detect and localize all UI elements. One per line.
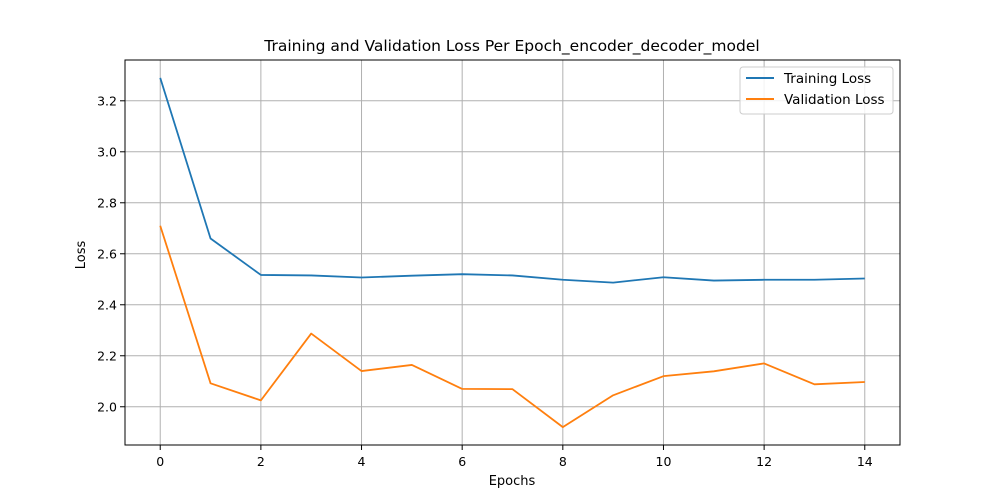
x-axis-label: Epochs bbox=[489, 474, 536, 489]
series-line-training-loss bbox=[159, 77, 865, 284]
y-tick-label: 2.8 bbox=[97, 195, 117, 210]
y-axis-label: Loss bbox=[74, 241, 89, 270]
y-tick-label: 3.2 bbox=[97, 93, 117, 108]
legend-label-training: Training Loss bbox=[783, 71, 871, 87]
y-tick-label: 3.0 bbox=[97, 144, 117, 159]
y-tick-label: 2.2 bbox=[97, 348, 117, 363]
legend-label-validation: Validation Loss bbox=[784, 92, 885, 108]
x-tick-label: 10 bbox=[656, 454, 672, 469]
y-tick-label: 2.0 bbox=[97, 399, 117, 414]
x-tick-label: 2 bbox=[257, 454, 265, 469]
legend-box bbox=[739, 66, 894, 115]
x-tick-label: 12 bbox=[756, 454, 772, 469]
plot-frame bbox=[124, 59, 901, 446]
legend: Training Loss Validation Loss bbox=[739, 66, 894, 115]
series-layer bbox=[159, 77, 865, 429]
series-line-validation-loss bbox=[159, 225, 865, 429]
y-tick-label: 2.4 bbox=[97, 297, 117, 312]
x-tick-label: 8 bbox=[559, 454, 567, 469]
x-tick-label: 4 bbox=[358, 454, 366, 469]
ticks: 0 2 4 6 8 10 12 14 2.0 2.2 2.4 2.6 2.8 3.0 3.2 bbox=[97, 93, 873, 469]
x-tick-label: 14 bbox=[857, 454, 873, 469]
y-tick-label: 2.6 bbox=[97, 246, 117, 261]
x-tick-label: 0 bbox=[156, 454, 164, 469]
x-tick-label: 6 bbox=[458, 454, 466, 469]
grid bbox=[125, 60, 900, 445]
chart-title: Training and Validation Loss Per Epoch_e… bbox=[263, 37, 759, 56]
